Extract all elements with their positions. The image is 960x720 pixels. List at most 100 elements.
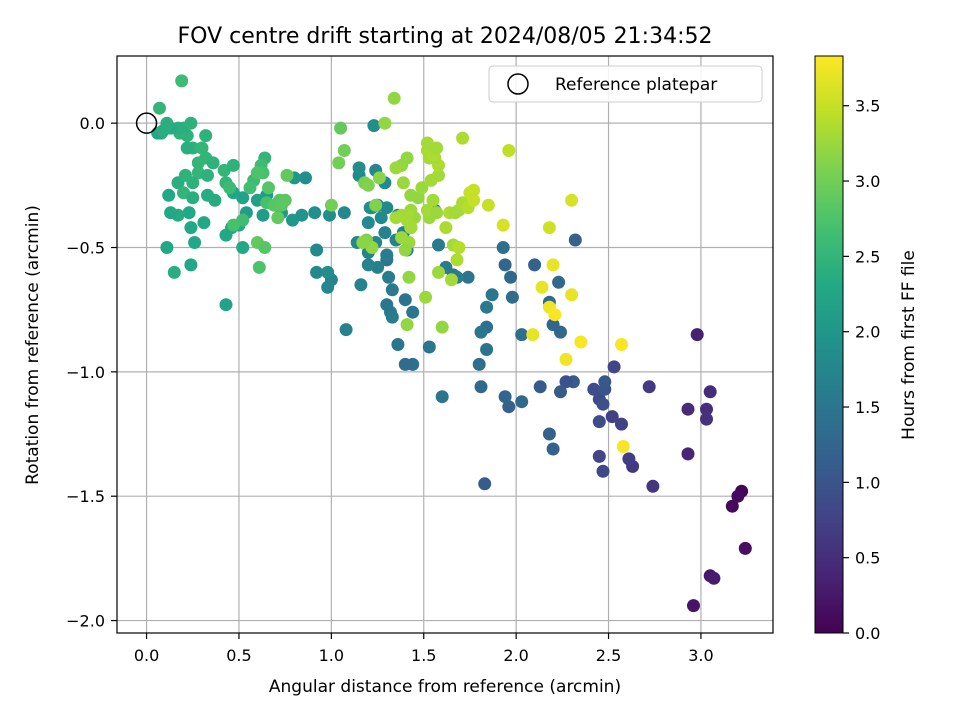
data-point — [199, 129, 213, 143]
x-tick-label: 2.0 — [503, 646, 528, 665]
data-point — [186, 191, 200, 205]
data-point — [681, 447, 695, 461]
data-point — [535, 280, 549, 294]
colorbar-tick-label: 1.0 — [855, 473, 880, 492]
colorbar-tick-label: 2.0 — [855, 323, 880, 342]
data-point — [400, 213, 414, 227]
data-point — [378, 226, 392, 240]
data-point — [184, 221, 198, 235]
data-point — [450, 253, 464, 267]
y-tick-label: 0.0 — [80, 114, 105, 133]
data-point — [526, 328, 540, 342]
data-point — [310, 243, 324, 257]
data-point — [385, 283, 399, 297]
data-point — [167, 265, 181, 279]
data-point — [690, 328, 704, 342]
data-point — [435, 320, 449, 334]
data-point — [568, 233, 582, 247]
data-point — [542, 427, 556, 441]
data-point — [223, 181, 237, 195]
data-point — [681, 402, 695, 416]
y-axis-ticks: 0.0 −0.5 −1.0 −1.5 −2.0 — [66, 114, 117, 631]
data-points — [151, 74, 752, 613]
data-point — [406, 305, 420, 319]
data-point — [332, 156, 346, 170]
data-point — [426, 193, 440, 207]
data-point — [430, 206, 444, 220]
data-point — [546, 258, 560, 272]
data-point — [250, 166, 264, 180]
data-point — [339, 323, 353, 337]
data-point — [153, 101, 166, 115]
data-point — [361, 258, 375, 272]
data-point — [592, 415, 606, 429]
data-point — [226, 158, 240, 172]
data-point — [478, 477, 492, 491]
data-point — [374, 211, 388, 225]
data-point — [596, 464, 610, 478]
data-point — [552, 275, 566, 289]
data-point — [337, 144, 351, 157]
data-point — [396, 176, 410, 190]
data-point — [175, 74, 189, 88]
data-point — [565, 193, 579, 207]
data-point — [271, 211, 285, 225]
data-point — [703, 385, 717, 399]
colorbar-tick-label: 3.5 — [855, 97, 880, 116]
legend-reference-marker — [507, 73, 529, 95]
data-point — [422, 340, 436, 354]
data-point — [432, 238, 445, 252]
legend-reference-label: Reference platepar — [555, 75, 717, 95]
data-point — [700, 412, 713, 426]
data-point — [419, 290, 433, 304]
data-point — [391, 338, 405, 351]
data-point — [195, 141, 209, 155]
data-point — [605, 410, 619, 424]
data-point — [480, 300, 494, 314]
data-point — [546, 318, 560, 332]
data-point — [485, 288, 499, 302]
data-point — [286, 213, 299, 227]
colorbar-label: Hours from first FF file — [899, 250, 919, 440]
data-point — [278, 193, 292, 207]
data-point — [201, 168, 214, 182]
data-point — [400, 318, 414, 332]
data-point — [707, 571, 721, 585]
data-point — [262, 181, 275, 195]
data-point — [559, 375, 573, 389]
data-point — [515, 328, 529, 342]
data-point — [186, 176, 200, 190]
data-point — [337, 206, 351, 220]
data-point — [533, 380, 547, 394]
data-point — [219, 228, 233, 242]
x-axis-label: Angular distance from reference (arcmin) — [269, 677, 621, 697]
data-point — [498, 390, 512, 404]
data-point — [164, 206, 178, 220]
data-point — [354, 278, 368, 292]
data-point — [308, 206, 322, 220]
data-point — [452, 241, 466, 254]
data-point — [496, 218, 510, 232]
data-point — [321, 265, 335, 279]
x-tick-label: 3.0 — [688, 646, 713, 665]
data-point — [528, 258, 542, 272]
data-point — [432, 168, 445, 182]
chart-title: FOV centre drift starting at 2024/08/05 … — [178, 24, 713, 49]
data-point — [201, 188, 214, 202]
data-point — [256, 208, 270, 222]
colorbar-ticks: 0.0 0.5 1.0 1.5 2.0 2.5 3.0 3.5 — [843, 97, 880, 643]
data-point — [252, 260, 266, 274]
colorbar-gradient — [814, 55, 844, 634]
y-tick-label: −1.5 — [66, 487, 105, 506]
data-point — [162, 188, 176, 202]
data-point — [387, 91, 401, 105]
data-point — [160, 241, 174, 254]
y-tick-label: −2.0 — [66, 612, 105, 631]
y-tick-label: −0.5 — [66, 239, 105, 258]
data-point — [258, 241, 272, 254]
data-point — [456, 131, 470, 145]
data-point — [559, 352, 573, 366]
data-point — [367, 119, 381, 133]
data-point — [542, 221, 556, 235]
